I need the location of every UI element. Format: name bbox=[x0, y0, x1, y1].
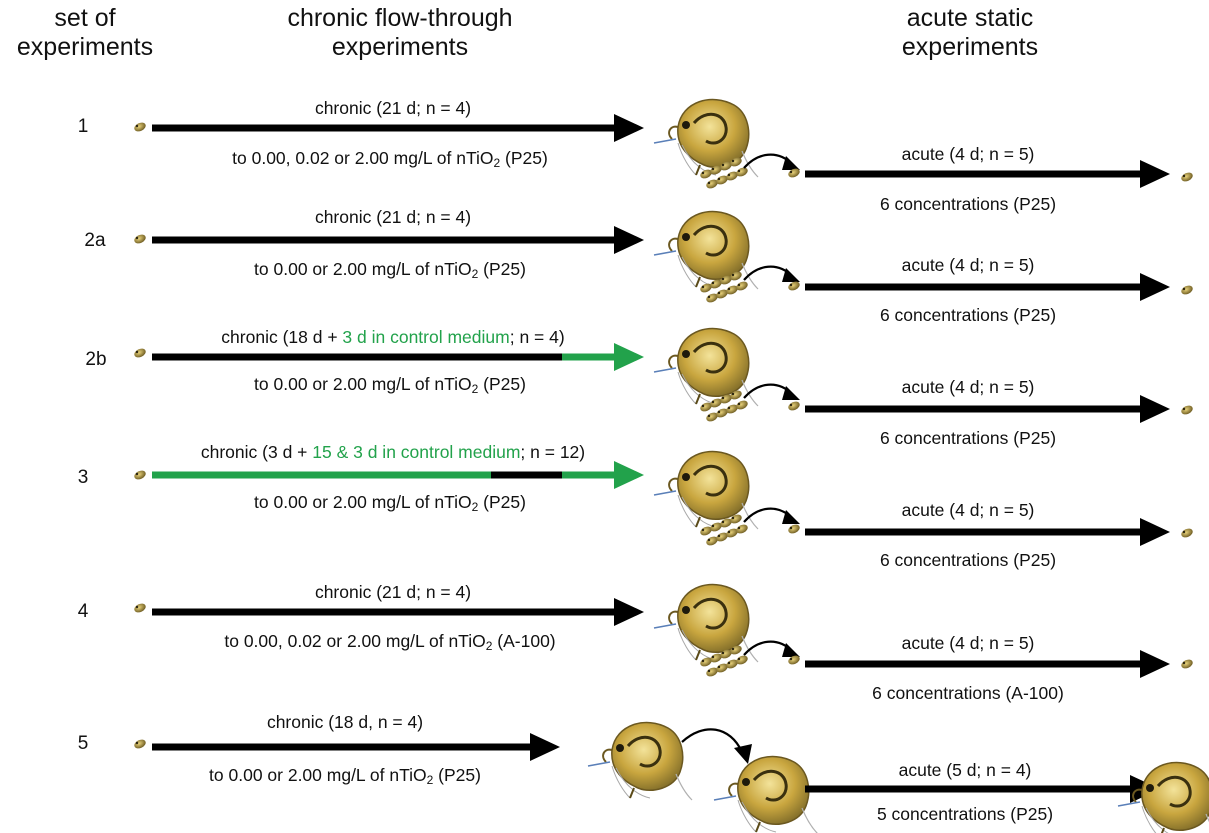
transfer-arrow-icon bbox=[742, 265, 802, 284]
acute-label: acute (4 d; n = 5) bbox=[901, 377, 1035, 397]
row-number: 5 bbox=[77, 733, 89, 754]
concentrations-label: 6 concentrations (P25) bbox=[879, 428, 1057, 448]
acute-label: acute (4 d; n = 5) bbox=[901, 500, 1035, 520]
acute-arrow-head bbox=[1140, 395, 1170, 423]
chronic-label: chronic (21 d; n = 4) bbox=[314, 207, 472, 227]
daphnia-adult-icon bbox=[652, 210, 760, 291]
acute-arrow-head bbox=[1140, 650, 1170, 678]
daphnia-neonate-icon bbox=[132, 601, 148, 615]
daphnia-neonate-icon bbox=[1179, 283, 1195, 297]
daphnia-neonate-icon bbox=[1179, 170, 1195, 184]
daphnia-neonate-icon bbox=[132, 232, 148, 246]
transfer-arrow-icon bbox=[742, 153, 802, 172]
header-set-of-experiments: set of experiments bbox=[16, 4, 154, 61]
daphnia-neonate-icon bbox=[132, 468, 148, 482]
header-chronic-experiments: chronic flow-through experiments bbox=[287, 4, 513, 61]
daphnia-adult-icon bbox=[652, 583, 760, 664]
acute-arrow-head bbox=[1140, 273, 1170, 301]
header-acute-experiments: acute static experiments bbox=[901, 4, 1039, 61]
transfer-arrow-head bbox=[734, 744, 752, 764]
daphnia-neonate-icon bbox=[1179, 526, 1195, 540]
daphnia-neonate-icon bbox=[132, 346, 148, 360]
daphnia-neonate-icon bbox=[786, 522, 802, 536]
acute-label: acute (5 d; n = 4) bbox=[898, 760, 1032, 780]
daphnia-neonate-icon bbox=[132, 737, 148, 751]
chronic-arrow-head bbox=[614, 226, 644, 254]
acute-arrow-head bbox=[1140, 518, 1170, 546]
transfer-arrow-icon bbox=[681, 728, 743, 753]
chronic-label: chronic (18 d + 3 d in control medium; n… bbox=[221, 327, 565, 347]
chronic-label: chronic (3 d + 15 & 3 d in control mediu… bbox=[200, 442, 586, 462]
chronic-arrow-head bbox=[614, 343, 644, 371]
chronic-label: chronic (21 d; n = 4) bbox=[314, 98, 472, 118]
daphnia-neonate-icon bbox=[132, 120, 148, 134]
daphnia-neonate-icon bbox=[1179, 657, 1195, 671]
exposure-label: to 0.00 or 2.00 mg/L of nTiO2 (P25) bbox=[254, 374, 526, 396]
exposure-label: to 0.00 or 2.00 mg/L of nTiO2 (P25) bbox=[254, 259, 526, 281]
chronic-arrow-head bbox=[614, 598, 644, 626]
acute-label: acute (4 d; n = 5) bbox=[901, 144, 1035, 164]
row-number: 2b bbox=[85, 349, 107, 370]
concentrations-label: 6 concentrations (P25) bbox=[879, 305, 1057, 325]
exposure-label: to 0.00 or 2.00 mg/L of nTiO2 (P25) bbox=[254, 492, 526, 514]
transfer-arrow-icon bbox=[742, 383, 802, 402]
row-number: 1 bbox=[77, 116, 89, 137]
row-number: 2a bbox=[84, 230, 106, 251]
chronic-arrow-head bbox=[614, 114, 644, 142]
row-number: 4 bbox=[77, 601, 89, 622]
daphnia-neonate-icon bbox=[786, 399, 802, 413]
exposure-label: to 0.00, 0.02 or 2.00 mg/L of nTiO2 (A-1… bbox=[224, 631, 556, 653]
daphnia-adult-icon bbox=[652, 98, 760, 179]
daphnia-adult-icon bbox=[586, 721, 694, 802]
acute-label: acute (4 d; n = 5) bbox=[901, 255, 1035, 275]
daphnia-neonate-icon bbox=[1179, 403, 1195, 417]
concentrations-label: 6 concentrations (A-100) bbox=[872, 683, 1064, 703]
daphnia-adult-icon bbox=[652, 450, 760, 531]
concentrations-label: 6 concentrations (P25) bbox=[879, 550, 1057, 570]
daphnia-adult-icon bbox=[712, 755, 820, 833]
acute-arrow-head bbox=[1140, 160, 1170, 188]
concentrations-label: 6 concentrations (P25) bbox=[879, 194, 1057, 214]
row-number: 3 bbox=[77, 467, 89, 488]
acute-label: acute (4 d; n = 5) bbox=[901, 633, 1035, 653]
daphnia-adult-icon bbox=[652, 327, 760, 408]
chronic-arrow-head bbox=[614, 461, 644, 489]
chronic-label: chronic (21 d; n = 4) bbox=[314, 582, 472, 602]
chronic-arrow-head bbox=[530, 733, 560, 761]
chronic-label: chronic (18 d, n = 4) bbox=[266, 712, 424, 732]
exposure-label: to 0.00, 0.02 or 2.00 mg/L of nTiO2 (P25… bbox=[232, 148, 548, 170]
concentrations-label: 5 concentrations (P25) bbox=[876, 804, 1054, 824]
exposure-label: to 0.00 or 2.00 mg/L of nTiO2 (P25) bbox=[209, 765, 481, 787]
